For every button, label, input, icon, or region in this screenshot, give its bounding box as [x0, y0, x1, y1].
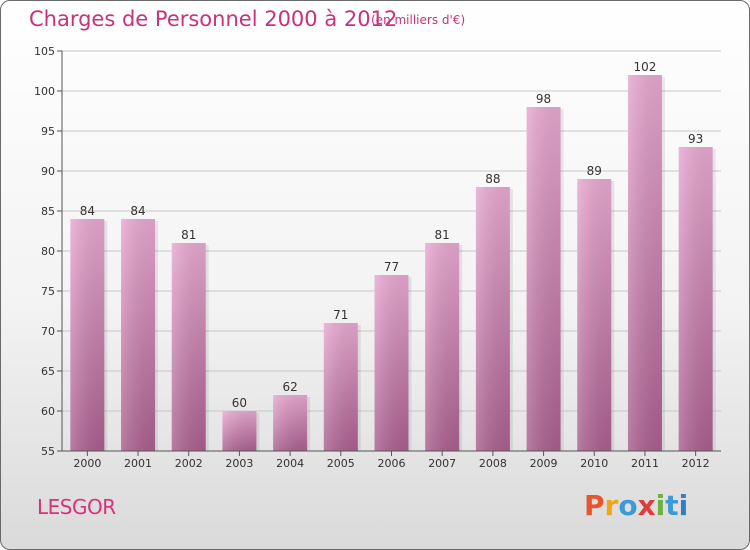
bar-highlight: [627, 75, 662, 451]
x-tick-label: 2006: [378, 457, 406, 470]
x-tick-label: 2003: [225, 457, 253, 470]
x-tick-label: 2010: [580, 457, 608, 470]
x-tick-label: 2011: [631, 457, 659, 470]
bar-value-label: 60: [232, 396, 247, 410]
logo-letter: x: [637, 489, 656, 522]
x-tick-label: 2002: [175, 457, 203, 470]
y-tick-label: 105: [34, 45, 55, 58]
x-tick-label: 2008: [479, 457, 507, 470]
y-tick-label: 90: [41, 165, 55, 178]
bar-highlight: [526, 107, 561, 451]
logo-letter: t: [665, 489, 679, 522]
bar-highlight: [171, 243, 206, 451]
commune-name: LESGOR: [37, 495, 116, 519]
logo-letter: P: [584, 489, 605, 522]
chart-title: Charges de Personnel 2000 à 2012: [29, 7, 398, 31]
bar-highlight: [222, 411, 257, 451]
bar-value-label: 98: [536, 92, 551, 106]
chart-subtitle: (en milliers d'€): [371, 13, 466, 27]
bar-value-label: 102: [634, 60, 657, 74]
y-tick-label: 85: [41, 205, 55, 218]
bar-highlight: [374, 275, 409, 451]
logo-letter: i: [678, 489, 689, 522]
bar-value-label: 93: [688, 132, 703, 146]
y-tick-label: 75: [41, 285, 55, 298]
bar-highlight: [70, 219, 105, 451]
x-tick-label: 2007: [428, 457, 456, 470]
bar-value-label: 77: [384, 260, 399, 274]
bar-highlight: [273, 395, 308, 451]
y-tick-label: 65: [41, 365, 55, 378]
logo-letter: i: [655, 489, 666, 522]
x-tick-label: 2004: [276, 457, 304, 470]
logo-letter: r: [604, 489, 619, 522]
bar-value-label: 62: [282, 380, 297, 394]
y-tick-label: 60: [41, 405, 55, 418]
bar-value-label: 81: [435, 228, 450, 242]
x-tick-label: 2005: [327, 457, 355, 470]
bar-value-label: 89: [587, 164, 602, 178]
bar-value-label: 84: [80, 204, 95, 218]
x-tick-label: 2000: [73, 457, 101, 470]
bar-highlight: [678, 147, 713, 451]
y-tick-label: 55: [41, 445, 55, 458]
bar-highlight: [121, 219, 156, 451]
bar-highlight: [323, 323, 358, 451]
y-tick-label: 70: [41, 325, 55, 338]
bar-value-label: 71: [333, 308, 348, 322]
y-tick-label: 100: [34, 85, 55, 98]
bar-highlight: [577, 179, 612, 451]
bar-value-label: 81: [181, 228, 196, 242]
logo-letter: o: [618, 489, 638, 522]
bar-highlight: [425, 243, 460, 451]
bar-highlight: [475, 187, 510, 451]
y-tick-label: 80: [41, 245, 55, 258]
bar-value-label: 84: [130, 204, 145, 218]
proxiti-logo: Proxiti: [584, 489, 688, 522]
x-tick-label: 2009: [530, 457, 558, 470]
bar-value-label: 88: [485, 172, 500, 186]
x-tick-label: 2001: [124, 457, 152, 470]
y-tick-label: 95: [41, 125, 55, 138]
x-tick-label: 2012: [682, 457, 710, 470]
